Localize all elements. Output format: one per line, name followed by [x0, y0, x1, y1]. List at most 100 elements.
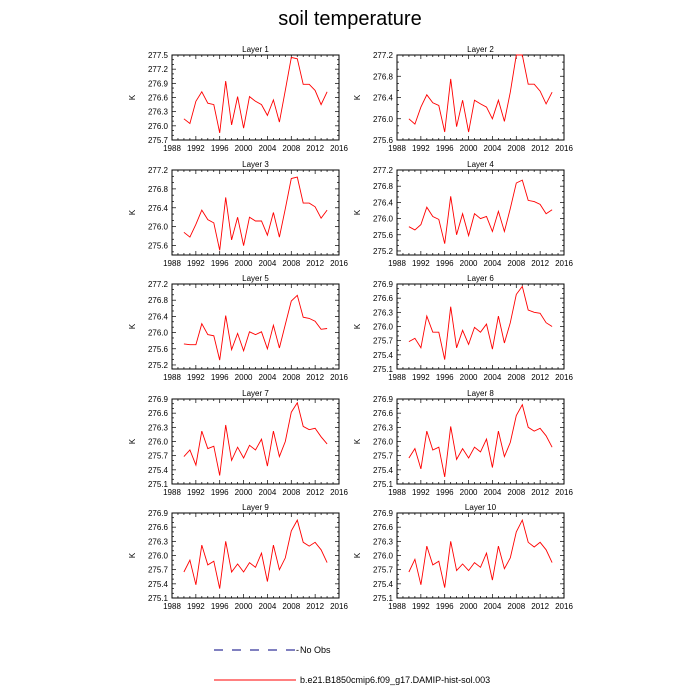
y-tick-label: 275.6: [148, 345, 169, 354]
panel-layer-3: Layer 3 K 1988 1992 1996 2000 2004 2008 2012 2016…: [128, 160, 348, 268]
x-tick-label: 2012: [306, 602, 324, 611]
y-tick-label: 275.1: [148, 594, 169, 603]
y-tick-label: 275.1: [373, 365, 394, 374]
x-tick-label: 2016: [555, 259, 573, 268]
y-axis-label: K: [353, 323, 362, 329]
x-tick-label: 2012: [531, 144, 549, 153]
series-line: [183, 401, 328, 476]
plot-frame: [396, 283, 565, 370]
y-tick-label: 276.6: [373, 409, 394, 418]
y-tick-label: 276.9: [148, 79, 169, 88]
y-tick-label: 276.3: [148, 537, 169, 546]
y-tick-label: 276.6: [148, 94, 169, 103]
panel-title: Layer 8: [467, 389, 494, 398]
chart-panels: Layer 1 K 1988 1992 1996 2000 2004 2008 2012 2016…: [128, 45, 573, 611]
y-tick-label: 275.7: [373, 566, 394, 575]
x-tick-label: 2016: [555, 144, 573, 153]
y-tick-label: 276.3: [373, 537, 394, 546]
x-tick-label: 2008: [507, 259, 525, 268]
y-tick-label: 276.8: [148, 185, 169, 194]
y-axis-label: K: [128, 438, 137, 444]
y-tick-label: 277.5: [148, 51, 169, 60]
x-tick-label: 1996: [436, 144, 454, 153]
x-tick-label: 2004: [259, 488, 277, 497]
x-tick-label: 2016: [555, 602, 573, 611]
plot-frame: [396, 169, 565, 256]
y-tick-label: 276.4: [148, 312, 169, 321]
y-tick-label: 276.3: [148, 108, 169, 117]
y-tick-label: 275.2: [148, 361, 169, 370]
y-tick-label: 275.7: [148, 566, 169, 575]
series-line: [183, 294, 328, 361]
panel-title: Layer 9: [242, 503, 269, 512]
x-tick-label: 2000: [235, 144, 253, 153]
series-line: [408, 403, 553, 477]
y-tick-label: 276.4: [148, 204, 169, 213]
y-tick-label: 276.0: [148, 122, 169, 131]
x-tick-label: 1996: [211, 373, 229, 382]
y-tick-label: 276.9: [373, 280, 394, 289]
x-tick-label: 1988: [163, 259, 181, 268]
x-tick-label: 2012: [531, 373, 549, 382]
x-tick-label: 2008: [282, 373, 300, 382]
y-tick-label: 276.6: [148, 409, 169, 418]
x-tick-label: 2004: [484, 602, 502, 611]
x-tick-label: 1996: [211, 488, 229, 497]
panel-title: Layer 7: [242, 389, 269, 398]
y-tick-label: 276.3: [148, 423, 169, 432]
panel-layer-10: Layer 10 K 1988 1992 1996 2000 2004 2008 2012 201…: [353, 503, 573, 611]
y-tick-label: 276.0: [373, 438, 394, 447]
x-tick-label: 2000: [235, 373, 253, 382]
plot-frame: [396, 54, 565, 141]
panel-title: Layer 5: [242, 274, 269, 283]
y-tick-label: 275.1: [373, 480, 394, 489]
panel-title: Layer 6: [467, 274, 494, 283]
x-tick-label: 1988: [388, 373, 406, 382]
panel-layer-6: Layer 6 K 1988 1992 1996 2000 2004 2008 2012 2016…: [353, 274, 573, 382]
x-tick-label: 2000: [235, 259, 253, 268]
y-tick-label: 275.6: [148, 242, 169, 251]
y-axis-label: K: [353, 209, 362, 215]
y-tick-label: 275.1: [373, 594, 394, 603]
y-tick-label: 275.4: [373, 351, 394, 360]
x-tick-label: 1988: [163, 373, 181, 382]
y-tick-label: 276.0: [373, 552, 394, 561]
x-tick-label: 2016: [330, 373, 348, 382]
x-tick-label: 2004: [259, 602, 277, 611]
y-tick-label: 275.2: [373, 247, 394, 256]
panel-layer-1: Layer 1 K 1988 1992 1996 2000 2004 2008 2012 2016…: [128, 45, 348, 153]
x-tick-label: 2000: [235, 488, 253, 497]
y-tick-label: 277.2: [148, 280, 169, 289]
x-tick-label: 2012: [531, 488, 549, 497]
x-tick-label: 2016: [555, 488, 573, 497]
plot-frame: [171, 283, 340, 370]
panel-layer-4: Layer 4 K 1988 1992 1996 2000 2004 2008 2012 2016…: [353, 160, 573, 268]
legend-model-label: b.e21.B1850cmip6.f09_g17.DAMIP-hist-sol.…: [300, 675, 490, 685]
panel-layer-5: Layer 5 K 1988 1992 1996 2000 2004 2008 2012 2016…: [128, 274, 348, 382]
x-tick-label: 2004: [484, 373, 502, 382]
x-tick-label: 1992: [412, 602, 430, 611]
y-tick-label: 275.7: [373, 337, 394, 346]
y-tick-label: 276.9: [373, 509, 394, 518]
x-tick-label: 1996: [436, 259, 454, 268]
panel-layer-2: Layer 2 K 1988 1992 1996 2000 2004 2008 2012 2016…: [353, 45, 573, 153]
y-tick-label: 276.9: [148, 395, 169, 404]
x-tick-label: 2004: [259, 259, 277, 268]
y-tick-label: 276.3: [373, 308, 394, 317]
panel-title: Layer 1: [242, 45, 269, 54]
x-tick-label: 2004: [484, 259, 502, 268]
x-tick-label: 1992: [412, 373, 430, 382]
y-axis-label: K: [128, 552, 137, 558]
plot-frame: [396, 398, 565, 485]
x-tick-label: 2008: [282, 144, 300, 153]
x-tick-label: 2004: [484, 488, 502, 497]
x-tick-label: 1992: [187, 373, 205, 382]
y-tick-label: 275.4: [148, 580, 169, 589]
x-tick-label: 2008: [507, 373, 525, 382]
x-tick-label: 1992: [412, 259, 430, 268]
legend-obs-dash: -: [296, 645, 299, 655]
y-axis-label: K: [353, 552, 362, 558]
y-tick-label: 277.2: [148, 166, 169, 175]
x-tick-label: 2016: [330, 488, 348, 497]
figure-title: soil temperature: [278, 8, 422, 30]
